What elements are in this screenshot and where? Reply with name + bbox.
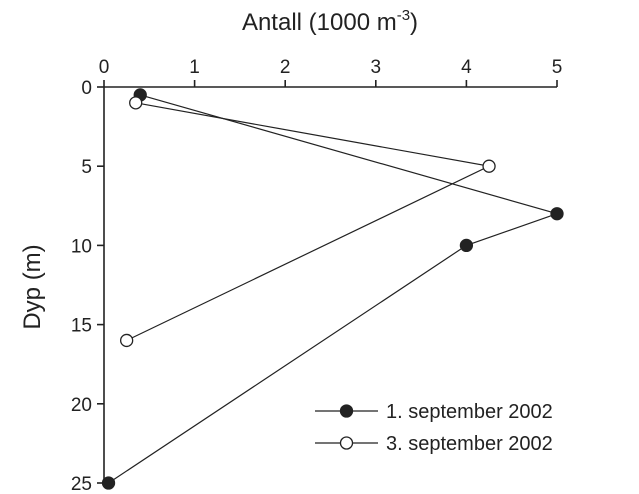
legend-label: 1. september 2002: [386, 401, 553, 423]
x-tick-label: 1: [189, 57, 200, 78]
x-axis-title: Antall (1000 m-3): [242, 7, 418, 36]
series-2-point: [482, 159, 496, 173]
legend: 1. september 2002 3. september 2002: [315, 401, 553, 455]
series-line-1: [108, 94, 559, 484]
y-tick-label: 10: [71, 236, 92, 257]
series-1-point: [101, 476, 116, 490]
x-tick-label: 2: [280, 57, 291, 78]
y-ticks: 0 5 10 15 20 25: [71, 78, 104, 494]
y-tick-label: 15: [71, 316, 92, 337]
x-tick-label: 5: [552, 57, 563, 78]
y-tick-label: 5: [81, 157, 92, 178]
legend-marker: [339, 404, 354, 418]
series-1-point: [550, 207, 564, 221]
y-tick-label: 25: [71, 474, 92, 494]
y-axis-title: Dyp (m): [19, 244, 46, 329]
y-tick-label: 20: [71, 395, 92, 416]
x-axis-title-superscript: -3: [397, 7, 410, 24]
series-2-point: [129, 96, 143, 110]
x-tick-label: 4: [461, 57, 472, 78]
x-tick-label: 3: [371, 57, 382, 78]
y-tick-label: 0: [81, 78, 92, 99]
series-2-point: [120, 333, 134, 348]
legend-marker: [339, 436, 354, 450]
legend-label: 3. september 2002: [386, 433, 553, 455]
x-axis-title-main: Antall (1000 m: [242, 9, 397, 36]
x-tick-label: 0: [99, 57, 110, 78]
series-1-point: [459, 238, 474, 253]
series-line-2: [126, 102, 491, 341]
x-ticks: 0 1 2 3 4 5: [99, 57, 563, 87]
series-layer: [101, 88, 564, 490]
x-axis-title-close: ): [410, 9, 418, 36]
